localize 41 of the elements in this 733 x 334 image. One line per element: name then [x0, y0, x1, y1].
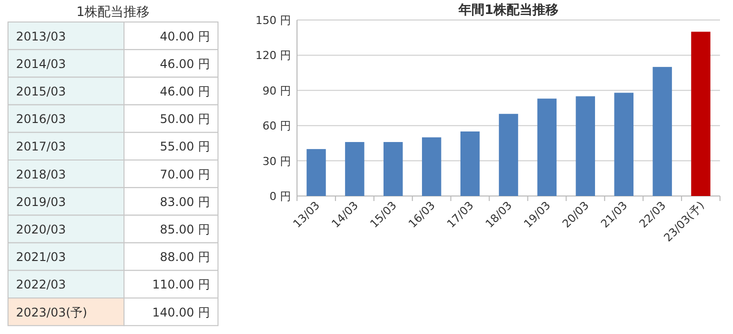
category-label: 2013/03 — [16, 29, 66, 44]
category-label: 2014/03 — [16, 56, 66, 71]
bar — [614, 92, 634, 196]
category-label: 2018/03 — [16, 167, 66, 182]
y-tick-label: 150 円 — [256, 14, 291, 27]
text: 55.00 円 — [160, 140, 210, 154]
text: 85.00 円 — [160, 222, 210, 236]
category-label: 2021/03 — [16, 250, 66, 264]
y-tick-label: 120 円 — [256, 49, 291, 62]
bar — [306, 149, 326, 196]
category-label: 2015/03 — [16, 84, 66, 98]
text: 70.00 円 — [160, 167, 210, 182]
bar — [384, 142, 403, 196]
category-label: 2023/03(予) — [16, 305, 88, 320]
bar — [498, 114, 518, 196]
bar — [422, 137, 442, 196]
bar — [460, 131, 480, 196]
y-tick-label: 60 円 — [262, 120, 291, 133]
bar — [576, 96, 596, 196]
bar — [691, 32, 710, 196]
text: 46.00 円 — [160, 56, 210, 71]
bar — [345, 142, 364, 196]
y-tick-label: 90 円 — [262, 84, 291, 98]
bar — [652, 66, 672, 196]
y-tick-label: 30 円 — [262, 154, 291, 168]
text: 1株配当推移 — [76, 5, 150, 20]
category-label: 2016/03 — [16, 112, 66, 126]
chart-title: 年間1株配当推移 — [457, 3, 559, 18]
category-label: 2020/03 — [16, 222, 66, 236]
category-label: 2017/03 — [16, 140, 66, 154]
text: 140.00 円 — [152, 305, 210, 320]
text: 83.00 円 — [160, 194, 210, 209]
text: 40.00 円 — [160, 29, 210, 44]
y-tick-label: 0 円 — [270, 190, 291, 203]
category-label: 2022/03 — [16, 278, 66, 292]
text: 46.00 円 — [160, 84, 210, 98]
category-label: 2019/03 — [16, 194, 66, 209]
text: 50.00 円 — [160, 112, 210, 126]
text: 88.00 円 — [160, 250, 210, 264]
bar — [537, 98, 557, 196]
text: 110.00 円 — [152, 278, 210, 292]
